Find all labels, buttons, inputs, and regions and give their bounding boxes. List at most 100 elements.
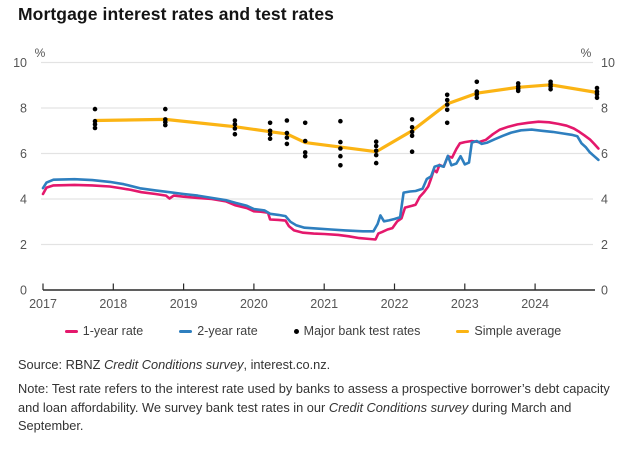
y-tick-label-right-0: 0 bbox=[601, 284, 608, 298]
test-rate-dot bbox=[409, 125, 415, 130]
x-tick-label-2019: 2019 bbox=[170, 297, 198, 311]
source-text: Source: RBNZ Credit Conditions survey, i… bbox=[18, 357, 614, 372]
source-suffix: , interest.co.nz. bbox=[243, 357, 331, 372]
test-rate-dot bbox=[373, 139, 379, 144]
legend-item-2-year-rate: 2-year rate bbox=[179, 324, 258, 338]
test-rate-dot bbox=[474, 92, 480, 97]
test-rate-dot bbox=[474, 95, 480, 101]
y-tick-label-left-0: 0 bbox=[20, 284, 27, 298]
test-rate-dot bbox=[302, 153, 308, 159]
test-rate-dot bbox=[163, 122, 168, 128]
test-rate-dot bbox=[232, 118, 238, 123]
y-tick-label-left-2: 2 bbox=[20, 238, 27, 252]
test-rate-dot bbox=[284, 135, 290, 140]
test-rate-dot bbox=[92, 118, 98, 124]
test-rate-dot bbox=[444, 92, 450, 98]
note-suffix: during March and September. bbox=[18, 399, 572, 434]
y-tick-label-right-4: 4 bbox=[601, 193, 608, 207]
percent-symbol-right: % bbox=[581, 46, 592, 60]
test-rate-dot bbox=[338, 153, 343, 159]
legend-item-simple-average: Simple average bbox=[456, 324, 561, 338]
test-rate-dot bbox=[284, 118, 290, 123]
test-rate-dot bbox=[284, 130, 290, 136]
test-rate-dot bbox=[409, 117, 415, 122]
test-rate-dot bbox=[373, 143, 379, 149]
test-rate-dot bbox=[373, 148, 379, 154]
source-italic: Credit Conditions survey bbox=[104, 357, 244, 372]
test-rate-dot bbox=[232, 131, 238, 137]
test-rate-dot bbox=[267, 120, 273, 126]
test-rate-dot bbox=[267, 131, 273, 137]
test-rate-dot bbox=[444, 120, 450, 126]
test-rate-dot bbox=[409, 133, 415, 139]
x-tick-label-2020: 2020 bbox=[240, 297, 268, 311]
2-year-rate-line bbox=[41, 128, 600, 233]
legend-label: 2-year rate bbox=[197, 324, 258, 338]
legend-item-1-year-rate: 1-year rate bbox=[64, 324, 144, 338]
test-rate-dot bbox=[594, 95, 600, 101]
test-rate-dot bbox=[92, 122, 98, 127]
test-rate-dot bbox=[302, 138, 308, 144]
chart-legend: 1-year rate 2-year rate Major bank test ra… bbox=[0, 324, 626, 338]
note-italic: Credit Conditions survey bbox=[328, 399, 469, 415]
simple-average-line bbox=[93, 83, 599, 154]
1-year-rate-line bbox=[41, 120, 600, 241]
test-rate-dot bbox=[594, 85, 600, 91]
test-rate-dot bbox=[444, 102, 450, 107]
test-rate-dot bbox=[92, 106, 98, 112]
note-text: Note: Test rate refers to the interest r… bbox=[18, 380, 616, 436]
test-rate-dot bbox=[409, 129, 415, 135]
test-rate-dot bbox=[302, 150, 308, 155]
test-rate-dot bbox=[338, 139, 343, 145]
legend-line-swatch bbox=[456, 329, 470, 333]
chart-title: Mortgage interest rates and test rates bbox=[18, 4, 334, 24]
test-rate-dot bbox=[284, 141, 290, 147]
test-rate-dot bbox=[548, 87, 553, 92]
test-rate-dot bbox=[232, 122, 238, 127]
legend-item-major-bank-test-rates: Major bank test rates bbox=[293, 324, 421, 338]
y-tick-label-right-2: 2 bbox=[601, 238, 608, 252]
test-rate-dot bbox=[338, 146, 343, 151]
test-rate-dot bbox=[302, 120, 308, 126]
test-rate-dot bbox=[373, 152, 379, 158]
y-tick-label-left-8: 8 bbox=[20, 102, 27, 116]
test-rate-dot bbox=[338, 163, 343, 168]
x-tick-label-2022: 2022 bbox=[381, 297, 409, 311]
y-tick-label-right-10: 10 bbox=[601, 56, 615, 70]
y-tick-label-right-8: 8 bbox=[601, 102, 608, 116]
legend-dot-swatch bbox=[293, 328, 299, 334]
test-rate-dot bbox=[373, 160, 379, 166]
x-tick-label-2021: 2021 bbox=[310, 297, 338, 311]
y-tick-label-left-10: 10 bbox=[13, 56, 27, 70]
test-rate-dot bbox=[594, 92, 600, 97]
x-tick-label-2017: 2017 bbox=[29, 297, 57, 311]
test-rate-dot bbox=[474, 79, 480, 85]
y-tick-label-left-6: 6 bbox=[20, 147, 27, 161]
percent-symbol-left: % bbox=[35, 46, 46, 60]
test-rate-dot bbox=[232, 126, 238, 131]
test-rate-dot bbox=[92, 125, 98, 131]
test-rate-dot bbox=[338, 118, 343, 124]
x-tick-label-2018: 2018 bbox=[99, 297, 127, 311]
y-tick-label-left-4: 4 bbox=[20, 193, 27, 207]
test-rate-dot bbox=[409, 149, 415, 154]
test-rate-dot bbox=[163, 106, 168, 112]
source-prefix: Source: RBNZ bbox=[18, 357, 105, 372]
legend-label: 1-year rate bbox=[82, 324, 144, 338]
test-rate-dot bbox=[444, 97, 450, 103]
major-bank-test-rate-dots bbox=[92, 79, 600, 168]
legend-line-swatch bbox=[179, 329, 193, 333]
test-rate-dot bbox=[515, 88, 521, 94]
legend-line-swatch bbox=[64, 329, 78, 333]
test-rate-dot bbox=[267, 128, 273, 134]
test-rate-dot bbox=[267, 136, 273, 141]
rates-chart: 2017 2018 2019 2020 2021 2022 2023 2024 0 0 2 2 4 4 6 6… bbox=[13, 46, 615, 311]
test-rate-dot bbox=[444, 107, 450, 113]
x-tick-label-2023: 2023 bbox=[451, 297, 479, 311]
note-prefix: Note: Test rate refers to the interest r… bbox=[18, 381, 610, 415]
legend-label: Simple average bbox=[474, 324, 562, 338]
x-tick-label-2024: 2024 bbox=[521, 297, 549, 311]
y-tick-label-right-6: 6 bbox=[601, 147, 608, 161]
legend-label: Major bank test rates bbox=[303, 324, 421, 338]
